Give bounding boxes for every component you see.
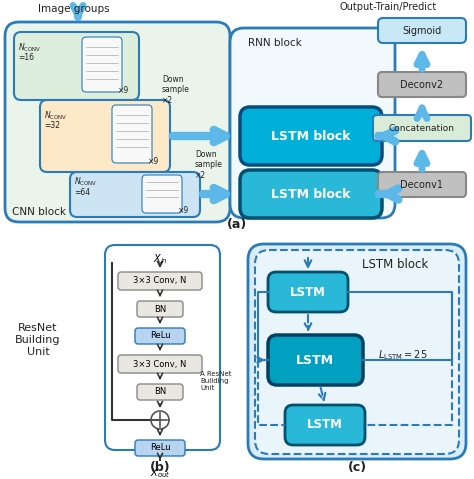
Text: ReLu: ReLu bbox=[150, 331, 170, 341]
FancyBboxPatch shape bbox=[285, 405, 365, 445]
Text: =16: =16 bbox=[18, 53, 34, 62]
Text: Down
sample
×2: Down sample ×2 bbox=[195, 150, 223, 180]
Text: 3×3 Conv, N: 3×3 Conv, N bbox=[133, 276, 187, 285]
FancyBboxPatch shape bbox=[378, 18, 466, 43]
Text: ReLu: ReLu bbox=[150, 444, 170, 453]
Text: (a): (a) bbox=[227, 218, 247, 231]
Text: LSTM block: LSTM block bbox=[271, 129, 351, 142]
Text: BN: BN bbox=[154, 388, 166, 397]
Text: $X_{out}$: $X_{out}$ bbox=[150, 466, 170, 479]
Text: (b): (b) bbox=[150, 461, 170, 474]
FancyBboxPatch shape bbox=[142, 175, 182, 213]
Text: $X_{in}$: $X_{in}$ bbox=[153, 252, 167, 266]
Text: ×9: ×9 bbox=[178, 206, 189, 215]
FancyBboxPatch shape bbox=[105, 245, 220, 450]
Text: Deconv2: Deconv2 bbox=[401, 80, 444, 90]
FancyBboxPatch shape bbox=[70, 172, 200, 217]
FancyBboxPatch shape bbox=[118, 355, 202, 373]
Text: (c): (c) bbox=[347, 461, 366, 474]
FancyBboxPatch shape bbox=[137, 301, 183, 317]
Text: $N_{\mathrm{CONV}}$: $N_{\mathrm{CONV}}$ bbox=[18, 41, 41, 54]
FancyBboxPatch shape bbox=[135, 328, 185, 344]
FancyBboxPatch shape bbox=[5, 22, 230, 222]
Text: Output-Train/Predict: Output-Train/Predict bbox=[340, 2, 437, 12]
Text: $L_{\mathrm{LSTM}}=25$: $L_{\mathrm{LSTM}}=25$ bbox=[378, 348, 428, 362]
Text: ResNet
Building
Unit: ResNet Building Unit bbox=[15, 323, 61, 356]
Text: $N_{\mathrm{CONV}}$: $N_{\mathrm{CONV}}$ bbox=[44, 109, 67, 122]
Text: ×9: ×9 bbox=[118, 86, 129, 95]
Polygon shape bbox=[151, 411, 169, 429]
FancyBboxPatch shape bbox=[240, 170, 382, 218]
FancyBboxPatch shape bbox=[40, 100, 170, 172]
FancyBboxPatch shape bbox=[255, 250, 459, 454]
Text: Image groups: Image groups bbox=[38, 4, 109, 14]
Text: LSTM: LSTM bbox=[290, 285, 326, 298]
Text: =64: =64 bbox=[74, 188, 90, 197]
Text: LSTM block: LSTM block bbox=[271, 187, 351, 201]
FancyBboxPatch shape bbox=[268, 272, 348, 312]
Text: =32: =32 bbox=[44, 121, 60, 130]
Text: ×9: ×9 bbox=[148, 157, 159, 166]
FancyBboxPatch shape bbox=[268, 335, 363, 385]
FancyBboxPatch shape bbox=[14, 32, 139, 100]
Text: LSTM: LSTM bbox=[307, 419, 343, 432]
Text: LSTM block: LSTM block bbox=[362, 259, 428, 272]
FancyBboxPatch shape bbox=[378, 172, 466, 197]
Text: Sigmoid: Sigmoid bbox=[402, 25, 442, 35]
Text: Down
sample
×2: Down sample ×2 bbox=[162, 75, 190, 105]
FancyBboxPatch shape bbox=[248, 244, 466, 459]
FancyBboxPatch shape bbox=[82, 37, 122, 92]
FancyBboxPatch shape bbox=[230, 28, 395, 218]
FancyBboxPatch shape bbox=[240, 107, 382, 165]
Text: LSTM: LSTM bbox=[296, 354, 334, 366]
Text: Deconv1: Deconv1 bbox=[401, 180, 444, 190]
Text: A ResNet
Building
Unit: A ResNet Building Unit bbox=[200, 371, 231, 391]
FancyBboxPatch shape bbox=[118, 272, 202, 290]
FancyBboxPatch shape bbox=[373, 115, 471, 141]
Text: 3×3 Conv, N: 3×3 Conv, N bbox=[133, 360, 187, 368]
FancyBboxPatch shape bbox=[137, 384, 183, 400]
FancyBboxPatch shape bbox=[378, 72, 466, 97]
Text: RNN block: RNN block bbox=[248, 38, 302, 48]
FancyBboxPatch shape bbox=[112, 105, 152, 163]
Text: BN: BN bbox=[154, 305, 166, 313]
Text: $N_{\mathrm{CONV}}$: $N_{\mathrm{CONV}}$ bbox=[74, 176, 97, 189]
FancyBboxPatch shape bbox=[135, 440, 185, 456]
Text: Concatenation: Concatenation bbox=[389, 124, 455, 133]
Text: CNN block: CNN block bbox=[12, 207, 66, 217]
